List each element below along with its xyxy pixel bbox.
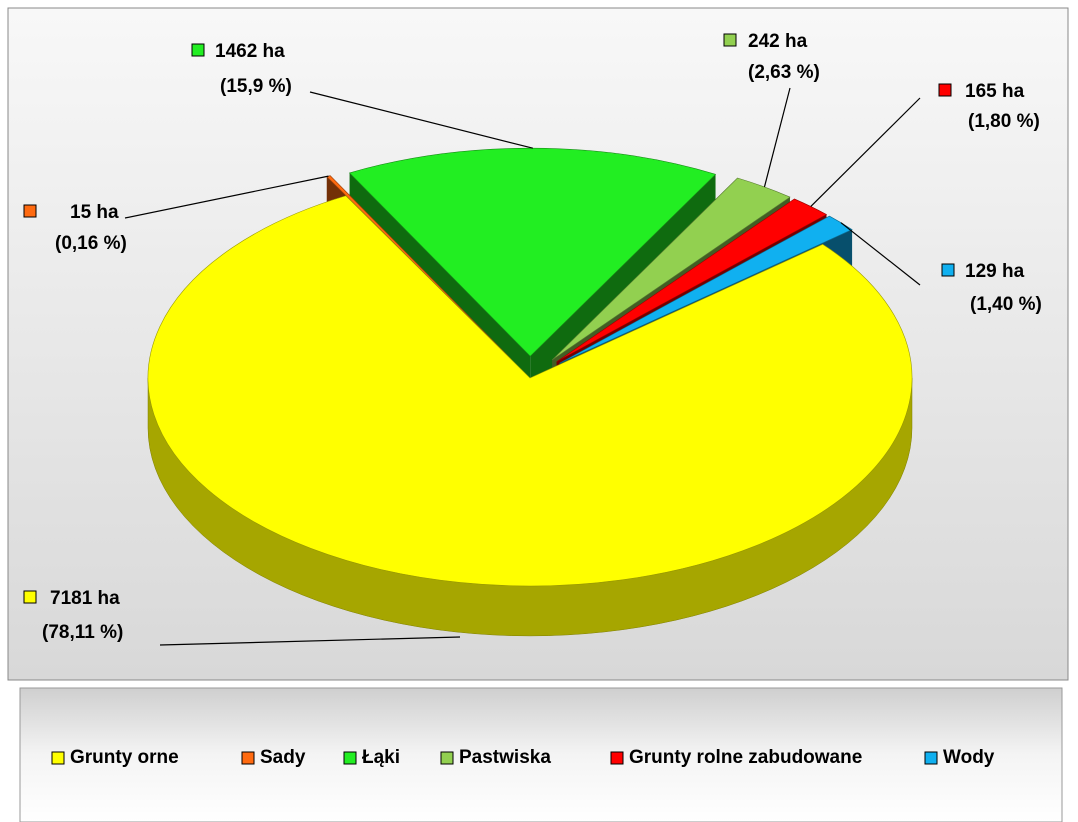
legend-label: Wody (943, 747, 995, 768)
leader-line (309, 91, 534, 149)
legend-label: Sady (260, 747, 306, 768)
legend-swatch (51, 751, 65, 765)
legend-label: Łąki (362, 747, 400, 768)
legend-swatch (343, 751, 357, 765)
label-swatch (23, 204, 37, 218)
leader-line (840, 222, 921, 286)
label-swatch (191, 43, 205, 57)
legend-swatch (924, 751, 938, 765)
value-label: 7181 ha (50, 588, 120, 609)
label-swatch (23, 590, 37, 604)
label-swatch (938, 83, 952, 97)
value-label: 165 ha (965, 81, 1025, 102)
legend-swatch (610, 751, 624, 765)
percent-label: (15,9 %) (220, 76, 292, 97)
leader-line (763, 87, 791, 188)
label-swatch (723, 33, 737, 47)
legend-swatch (241, 751, 255, 765)
percent-label: (0,16 %) (55, 233, 127, 254)
legend-label: Pastwiska (459, 747, 551, 768)
value-label: 1462 ha (215, 41, 285, 62)
pie (147, 147, 913, 637)
percent-label: (1,80 %) (968, 111, 1040, 132)
legend: Grunty orne Sady Łąki Pastwiska Grunty rolne… (51, 747, 995, 768)
percent-label: (2,63 %) (748, 62, 820, 83)
leader-line (159, 636, 461, 646)
legend-swatch (440, 751, 454, 765)
value-label: 242 ha (748, 31, 808, 52)
legend-box (19, 687, 1063, 822)
value-label: 129 ha (965, 261, 1025, 282)
slice (147, 195, 913, 587)
legend-label: Grunty rolne zabudowane (629, 747, 862, 768)
leader-line (810, 97, 921, 207)
label-swatch (941, 263, 955, 277)
percent-label: (1,40 %) (970, 294, 1042, 315)
labels: 7181 ha (78,11 %) 15 ha (0,16 %) 1462 ha (15,… (23, 31, 1042, 646)
legend-label: Grunty orne (70, 747, 179, 768)
leader-line (124, 175, 329, 219)
percent-label: (78,11 %) (42, 622, 123, 643)
value-label: 15 ha (70, 202, 119, 223)
